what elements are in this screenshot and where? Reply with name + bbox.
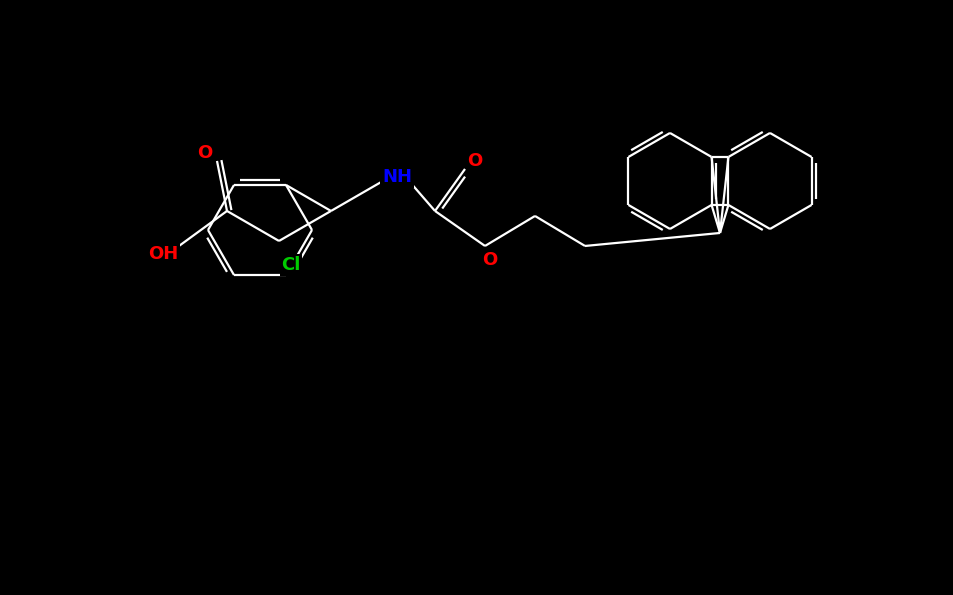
- Text: O: O: [482, 251, 497, 269]
- Text: Cl: Cl: [281, 256, 300, 274]
- Text: O: O: [467, 152, 482, 170]
- Text: NH: NH: [381, 168, 412, 186]
- Text: OH: OH: [148, 245, 178, 263]
- Text: O: O: [197, 144, 213, 162]
